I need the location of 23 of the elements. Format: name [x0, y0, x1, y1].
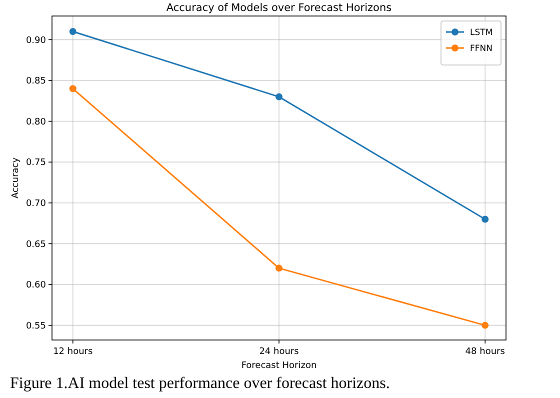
- point: [276, 93, 282, 100]
- x-tick-label: 48 hours: [465, 347, 506, 357]
- y-axis-title: Accuracy: [11, 156, 21, 199]
- y-tick-label: 0.55: [26, 321, 46, 332]
- caption: Figure 1.AI model test performance over forecast horizons.: [10, 375, 390, 392]
- point: [482, 322, 489, 329]
- point: [276, 264, 282, 272]
- x-axis-title: Forecast Horizon: [241, 361, 317, 371]
- y-tick-label: 0.75: [26, 158, 46, 168]
- y-tick-label: 0.70: [26, 199, 46, 210]
- y-tick-label: 0.90: [26, 36, 46, 46]
- point: [69, 28, 76, 36]
- point: [69, 85, 76, 92]
- x-tick-label: 24 hours: [259, 347, 300, 357]
- y-tick-label: 0.80: [26, 117, 46, 128]
- legend-label: FFNN: [470, 44, 492, 54]
- point: [482, 216, 489, 223]
- legend-label: LSTM: [470, 28, 493, 38]
- y-tick-label: 0.60: [26, 280, 46, 291]
- x-tick-label: 12 hours: [53, 347, 93, 357]
- y-tick-label: 0.85: [26, 76, 46, 87]
- y-tick-label: 0.65: [26, 240, 46, 250]
- chart-title: Accuracy of Models over Forecast Horizons: [166, 2, 392, 14]
